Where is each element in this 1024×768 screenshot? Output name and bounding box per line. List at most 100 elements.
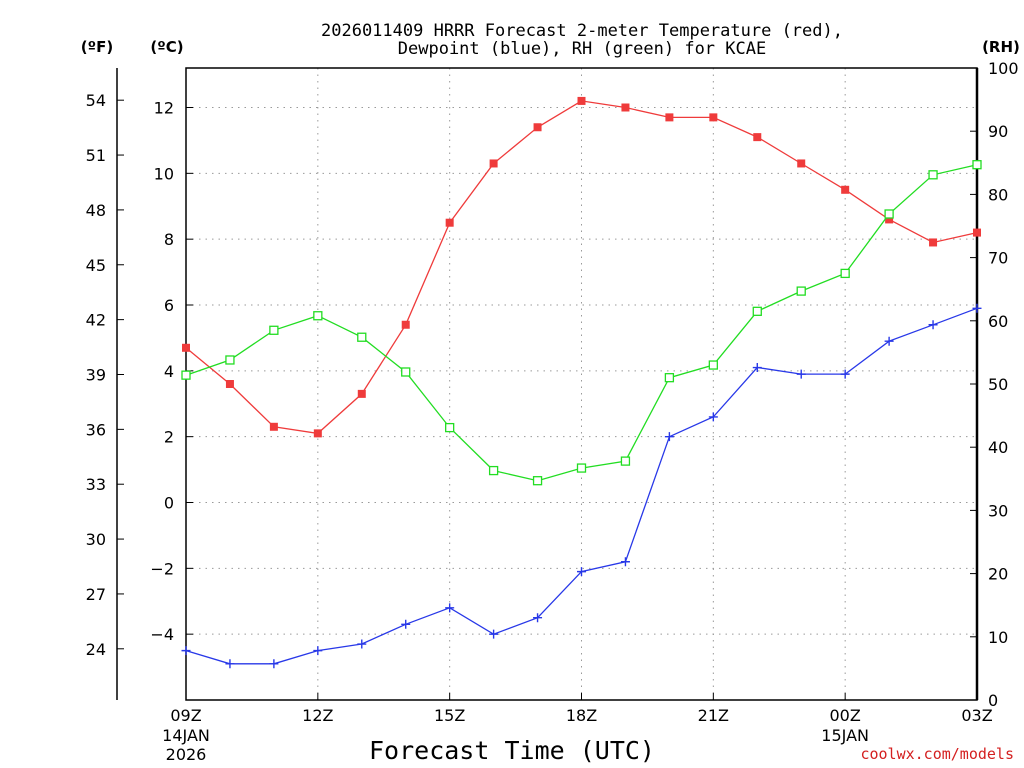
rh-tick-label: 60 (988, 312, 1008, 331)
fahrenheit-tick-label: 27 (86, 585, 106, 604)
fahrenheit-tick-label: 42 (86, 311, 106, 330)
temperature-point (797, 159, 806, 168)
celsius-tick-label: −4 (150, 625, 174, 644)
rh-unit-label: (RH) (982, 38, 1020, 56)
rh-point (576, 463, 587, 473)
rh-point (313, 311, 323, 321)
dewpoint-point (401, 619, 411, 629)
celsius-tick-label: 4 (164, 362, 174, 381)
x-tick-label: 03Z (961, 706, 992, 725)
rh-tick-label: 80 (988, 185, 1008, 204)
dewpoint-point (840, 369, 850, 379)
fahrenheit-tick-label: 54 (86, 91, 106, 110)
series (181, 96, 982, 669)
fahrenheit-tick-label: 24 (86, 640, 106, 659)
fahrenheit-tick-label: 51 (86, 146, 106, 165)
rh-tick-label: 50 (988, 375, 1008, 394)
temperature-point (929, 238, 938, 247)
dewpoint-point (533, 613, 543, 623)
rh-point (664, 373, 675, 383)
rh-point (708, 360, 718, 370)
rh-point (532, 476, 543, 486)
temperature-point (533, 123, 542, 132)
rh-tick-label: 90 (988, 122, 1008, 141)
dewpoint-point (489, 629, 499, 639)
rh-point (269, 325, 279, 335)
temperature-point (621, 103, 630, 112)
celsius-tick-label: 6 (164, 296, 174, 315)
fahrenheit-tick-label: 48 (86, 201, 106, 220)
rh-tick-label: 10 (988, 628, 1008, 647)
rh-point (752, 306, 762, 316)
dewpoint-point (884, 336, 894, 346)
celsius-tick-label: 12 (154, 99, 174, 118)
rh-point (972, 160, 982, 170)
x-axis-title: Forecast Time (UTC) (369, 736, 655, 765)
temperature-point (709, 113, 718, 122)
dewpoint-point (225, 659, 235, 669)
celsius-tick-label: 0 (164, 494, 174, 513)
x-tick-label: 18Z (566, 706, 597, 725)
rh-point (620, 456, 631, 466)
celsius-tick-label: 10 (154, 164, 174, 183)
chart-title-line-1: 2026011409 HRRR Forecast 2-meter Tempera… (321, 21, 843, 41)
dewpoint-point (752, 363, 762, 373)
dewpoint-point (445, 603, 455, 613)
x-tick-label: 21Z (698, 706, 729, 725)
credit-text: coolwx.com/models (860, 745, 1014, 763)
chart-title-line-2: Dewpoint (blue), RH (green) for KCAE (398, 39, 766, 59)
temperature-point (313, 429, 322, 438)
x-tick-label: 09Z (170, 706, 201, 725)
rh-point (796, 286, 806, 296)
temperature-point (445, 218, 454, 227)
temperature-point (973, 228, 981, 237)
dewpoint-point (313, 646, 323, 656)
fahrenheit-tick-label: 36 (86, 420, 106, 439)
rh-point (840, 268, 850, 279)
dewpoint-point (181, 646, 191, 656)
rh-tick-label: 0 (988, 691, 998, 710)
dewpoint-point (577, 567, 586, 577)
dewpoint-point (972, 303, 982, 313)
rh-tick-label: 20 (988, 565, 1008, 584)
x-tick-date: 15JAN (821, 726, 869, 745)
x-tick-label: 12Z (302, 706, 333, 725)
dewpoint-point (708, 412, 718, 422)
temperature-point (841, 185, 850, 194)
plot-frame (185, 67, 978, 701)
rh-point (928, 170, 938, 180)
rh-point (225, 355, 235, 365)
rh-point (445, 422, 455, 433)
celsius-tick-label: 8 (164, 230, 174, 249)
dewpoint-point (357, 639, 367, 649)
rh-point (181, 370, 191, 380)
fahrenheit-tick-label: 45 (86, 256, 106, 275)
temperature-point (577, 96, 586, 105)
x-tick-date: 14JAN (162, 726, 210, 745)
temperature-point (753, 133, 762, 142)
fahrenheit-tick-label: 30 (86, 530, 106, 549)
dewpoint-point (620, 557, 630, 567)
temperature-point (225, 380, 234, 388)
temperature-point (182, 343, 190, 352)
dewpoint-point (796, 369, 806, 379)
celsius-unit-label: (ºC) (150, 38, 183, 56)
x-tick-label: 00Z (830, 706, 861, 725)
fahrenheit-tick-label: 39 (86, 365, 106, 384)
rh-point (401, 367, 411, 377)
temperature-point (665, 113, 674, 122)
dewpoint-point (269, 659, 279, 669)
celsius-tick-label: 2 (164, 428, 174, 447)
temperature-point (885, 215, 894, 224)
dewpoint-point (928, 320, 938, 330)
rh-point (357, 332, 367, 342)
grid (186, 68, 977, 700)
x-tick-label: 15Z (434, 706, 465, 725)
rh-point (884, 209, 894, 219)
fahrenheit-tick-label: 33 (86, 475, 106, 494)
celsius-tick-label: −2 (150, 559, 174, 578)
fahrenheit-unit-label: (ºF) (81, 38, 113, 56)
dewpoint-point (664, 432, 674, 442)
